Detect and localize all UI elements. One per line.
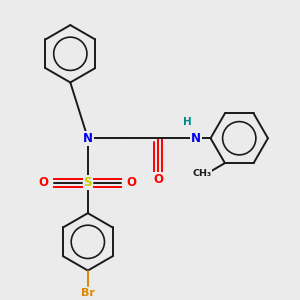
Text: O: O bbox=[127, 176, 137, 189]
Text: N: N bbox=[191, 132, 201, 145]
Text: S: S bbox=[84, 176, 92, 189]
Text: O: O bbox=[153, 172, 163, 185]
Text: CH₃: CH₃ bbox=[192, 169, 211, 178]
Text: Br: Br bbox=[81, 288, 95, 298]
Text: N: N bbox=[83, 132, 93, 145]
Text: H: H bbox=[183, 117, 192, 127]
Text: O: O bbox=[39, 176, 49, 189]
